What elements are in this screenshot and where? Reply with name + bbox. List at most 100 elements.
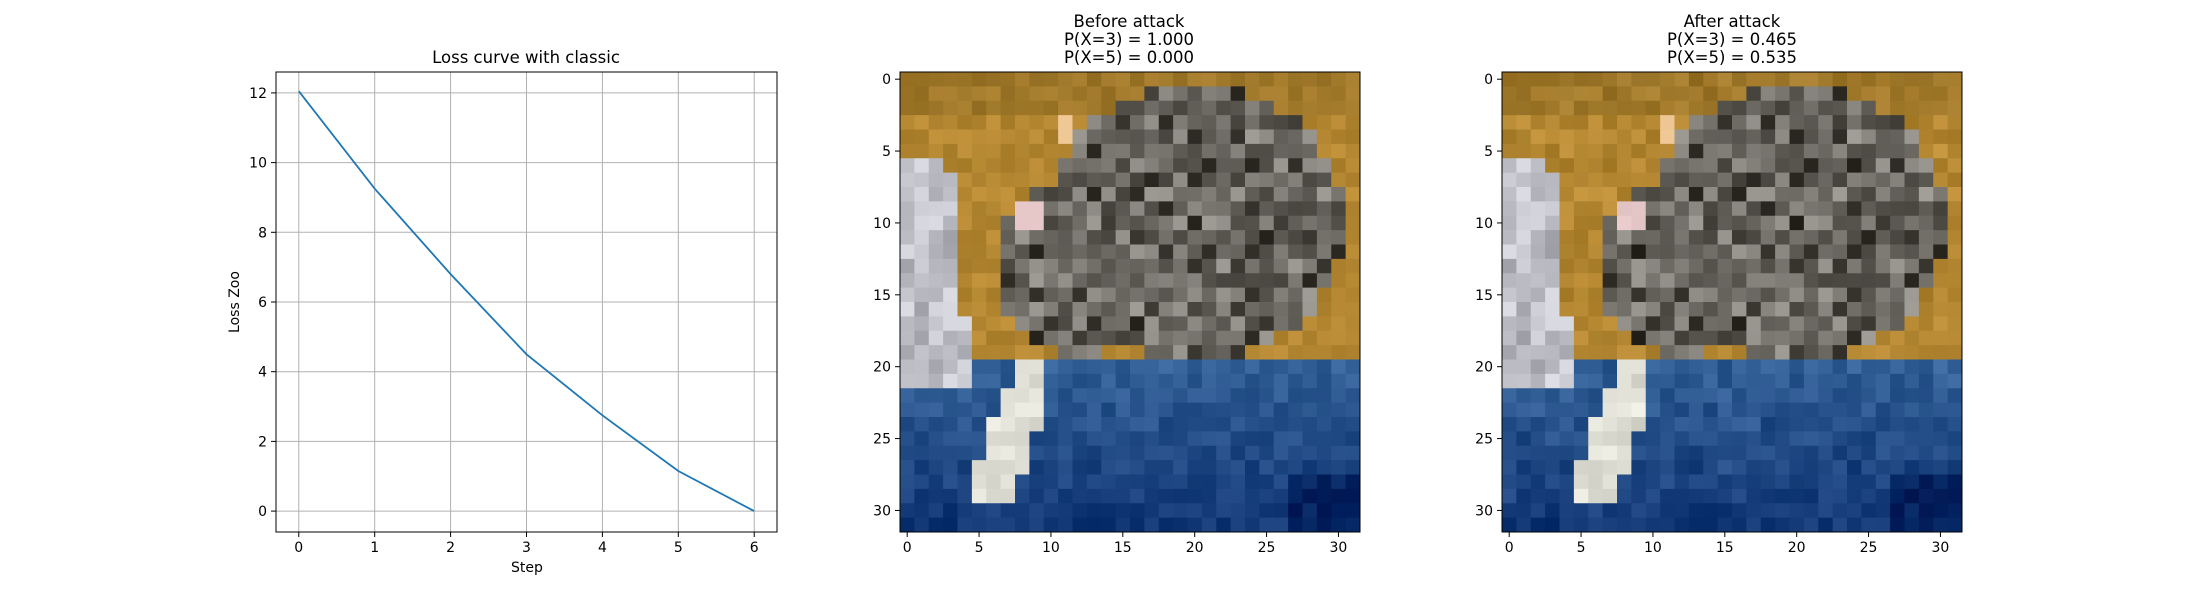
image-pixel bbox=[1559, 302, 1575, 317]
image-pixel bbox=[1273, 431, 1289, 447]
image-pixel bbox=[1645, 215, 1661, 231]
image-pixel bbox=[1158, 86, 1174, 102]
image-pixel bbox=[914, 215, 930, 231]
image-pixel bbox=[900, 431, 915, 447]
image-pixel bbox=[928, 230, 944, 245]
image-pixel bbox=[1832, 417, 1848, 432]
image-pixel bbox=[1288, 172, 1303, 188]
image-pixel bbox=[1861, 402, 1877, 418]
image-pixel bbox=[1000, 503, 1016, 519]
x-tick-label: 5 bbox=[975, 540, 984, 556]
image-pixel bbox=[1072, 72, 1088, 87]
image-pixel bbox=[1933, 215, 1949, 231]
image-pixel bbox=[1101, 129, 1117, 145]
image-pixel bbox=[1058, 258, 1073, 274]
image-pixel bbox=[1144, 388, 1160, 404]
image-pixel bbox=[1345, 503, 1361, 519]
image-pixel bbox=[1530, 345, 1546, 360]
image-pixel bbox=[1058, 417, 1073, 432]
image-pixel bbox=[1760, 474, 1776, 490]
image-pixel bbox=[1086, 503, 1102, 519]
image-pixel bbox=[1331, 402, 1347, 418]
image-pixel bbox=[1201, 316, 1217, 332]
image-pixel bbox=[1029, 431, 1045, 447]
image-pixel bbox=[1904, 316, 1920, 332]
image-pixel bbox=[928, 187, 944, 202]
image-pixel bbox=[1516, 316, 1532, 332]
image-pixel bbox=[928, 287, 944, 303]
image-pixel bbox=[1201, 345, 1217, 360]
image-pixel bbox=[1703, 388, 1719, 404]
image-pixel bbox=[1660, 215, 1675, 231]
image-pixel bbox=[1216, 187, 1232, 202]
image-pixel bbox=[1904, 244, 1920, 260]
image-pixel bbox=[928, 129, 944, 145]
image-pixel bbox=[928, 244, 944, 260]
image-pixel bbox=[1559, 129, 1575, 145]
image-pixel bbox=[1316, 359, 1332, 375]
image-pixel bbox=[1216, 230, 1232, 245]
image-pixel bbox=[1588, 100, 1604, 116]
image-pixel bbox=[1259, 330, 1275, 346]
image-pixel bbox=[1818, 201, 1834, 217]
image-pixel bbox=[1043, 230, 1059, 245]
image-pixel bbox=[1101, 345, 1117, 360]
image-pixel bbox=[1674, 201, 1690, 217]
image-pixel bbox=[1660, 402, 1675, 418]
image-pixel bbox=[1760, 488, 1776, 504]
image-pixel bbox=[928, 215, 944, 231]
image-pixel bbox=[1688, 172, 1704, 188]
image-pixel bbox=[1760, 316, 1776, 332]
image-pixel bbox=[1173, 316, 1188, 332]
image-pixel bbox=[1000, 158, 1016, 174]
image-pixel bbox=[1789, 316, 1805, 332]
image-pixel bbox=[957, 258, 973, 274]
image-pixel bbox=[1602, 100, 1618, 116]
image-pixel bbox=[1559, 158, 1575, 174]
image-pixel bbox=[1230, 115, 1246, 130]
x-tick-label: 6 bbox=[750, 540, 759, 556]
image-pixel bbox=[1847, 460, 1862, 475]
image-pixel bbox=[1545, 115, 1560, 130]
image-pixel bbox=[1302, 503, 1318, 519]
image-pixel bbox=[1847, 215, 1862, 231]
image-pixel bbox=[957, 72, 973, 87]
image-pixel bbox=[1803, 72, 1819, 87]
image-pixel bbox=[1789, 431, 1805, 447]
image-pixel bbox=[1559, 474, 1575, 490]
image-pixel bbox=[1072, 474, 1088, 490]
image-pixel bbox=[1043, 215, 1059, 231]
image-pixel bbox=[1617, 143, 1632, 159]
image-pixel bbox=[1875, 431, 1891, 447]
image-pixel bbox=[1933, 460, 1949, 475]
image-pixel bbox=[1703, 273, 1719, 289]
image-pixel bbox=[1545, 330, 1560, 346]
image-pixel bbox=[1947, 488, 1963, 504]
image-pixel bbox=[1617, 373, 1632, 389]
image-pixel bbox=[957, 359, 973, 375]
image-pixel bbox=[900, 273, 915, 289]
image-pixel bbox=[1703, 402, 1719, 418]
image-pixel bbox=[1602, 474, 1618, 490]
image-pixel bbox=[1245, 115, 1260, 130]
image-pixel bbox=[1775, 100, 1790, 116]
image-pixel bbox=[1947, 417, 1963, 432]
image-pixel bbox=[971, 100, 987, 116]
image-pixel bbox=[1645, 388, 1661, 404]
image-pixel bbox=[957, 230, 973, 245]
x-tick-label: 1 bbox=[370, 540, 379, 556]
image-pixel bbox=[1789, 86, 1805, 102]
image-pixel bbox=[1029, 230, 1045, 245]
image-pixel bbox=[1875, 503, 1891, 519]
image-pixel bbox=[1703, 488, 1719, 504]
image-pixel bbox=[928, 460, 944, 475]
image-pixel bbox=[1273, 388, 1289, 404]
image-pixel bbox=[1602, 316, 1618, 332]
image-pixel bbox=[1502, 417, 1517, 432]
image-pixel bbox=[1072, 503, 1088, 519]
image-pixel bbox=[1947, 230, 1963, 245]
image-pixel bbox=[1688, 431, 1704, 447]
x-tick-label: 2 bbox=[446, 540, 455, 556]
image-pixel bbox=[1890, 129, 1905, 145]
image-pixel bbox=[1144, 100, 1160, 116]
